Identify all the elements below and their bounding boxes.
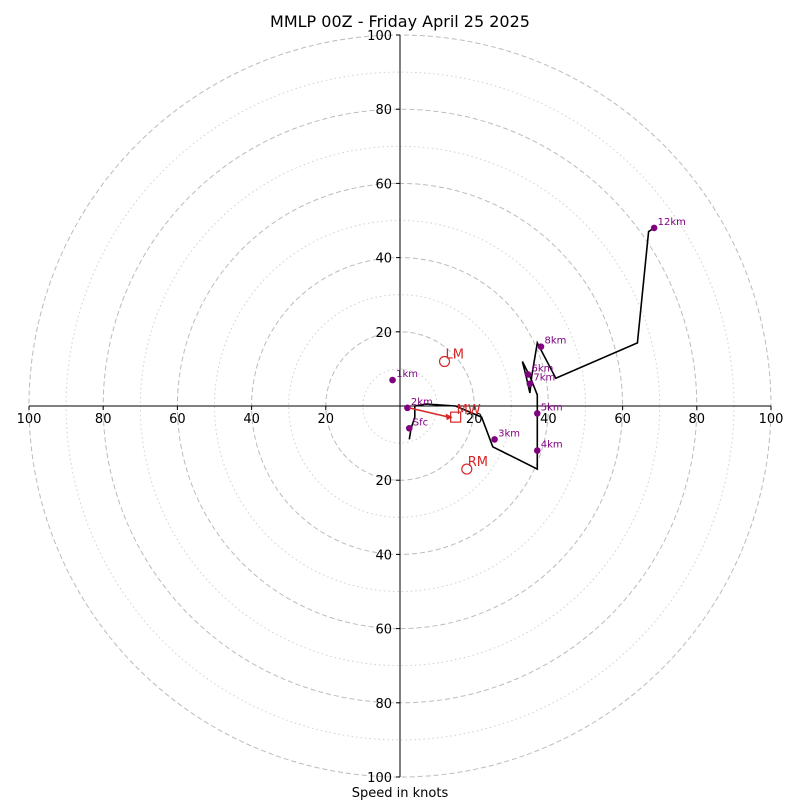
y-tick-label: 40 [375,548,392,563]
y-tick-label: 20 [375,326,392,341]
height-point-12km [650,224,658,232]
height-label-8km: 8km [544,336,566,347]
chart-title: MMLP 00Z - Friday April 25 2025 [270,12,530,31]
height-point-6km [524,371,532,378]
height-label-5km: 5km [541,402,563,413]
y-tick-label: 100 [367,771,392,786]
x-tick-label: 60 [169,412,186,427]
mean-wind-arrow-line [409,407,452,419]
height-label-12km: 12km [658,217,686,228]
tick-labels: 100 80 60 40 20 20 40 60 80 100204060801002040608… [17,29,784,786]
storm-label-MW: MW [457,403,481,418]
storm-marker-RM [461,463,473,475]
height-label-3km: 3km [498,428,520,439]
hodograph-trace-line [408,227,655,471]
height-point-5km [533,410,541,417]
height-point-4km [533,447,541,454]
height-point-3km [491,436,498,443]
height-point-8km [537,343,545,350]
y-tick-label: 60 [375,177,392,192]
y-tick-label: 80 [375,103,392,118]
height-point-1km [389,376,396,384]
y-tick-label: 100 [367,29,392,44]
height-label-1km: 1km [396,369,418,380]
height-label-Sfc: Sfc [413,417,428,428]
y-tick-label: 20 [375,474,392,489]
axes [28,34,772,778]
x-tick-label: 60 [614,412,631,427]
y-tick-label: 60 [375,623,392,638]
x-tick-label: 20 [318,412,335,427]
storm-label-RM: RM [468,455,488,470]
storm-marker-LM [438,355,451,368]
x-tick-label: 80 [95,412,112,427]
x-axis-label: Speed in knots [352,786,449,800]
height-label-4km: 4km [541,440,563,451]
x-tick-label: 100 [759,412,784,427]
height-point-7km [526,380,534,388]
storm-motion-layer: LM RM MW [409,347,488,475]
storm-marker-MW [450,411,462,423]
hodograph-trace-layer [408,227,655,471]
x-tick-label: 40 [540,412,557,427]
height-point-2km [404,404,411,412]
y-tick-label: 80 [375,697,392,712]
mean-wind-arrow-head [445,413,453,421]
height-point-Sfc [405,424,413,432]
height-label-7km: 7km [533,373,555,384]
x-tick-label: 40 [243,412,260,427]
x-tick-label: 100 [17,412,42,427]
y-tick-label: 40 [375,252,392,267]
height-label-2km: 2km [411,397,433,408]
x-tick-label: 80 [689,412,706,427]
storm-label-LM: LM [446,347,464,362]
height-label-6km: 6km [531,363,553,374]
